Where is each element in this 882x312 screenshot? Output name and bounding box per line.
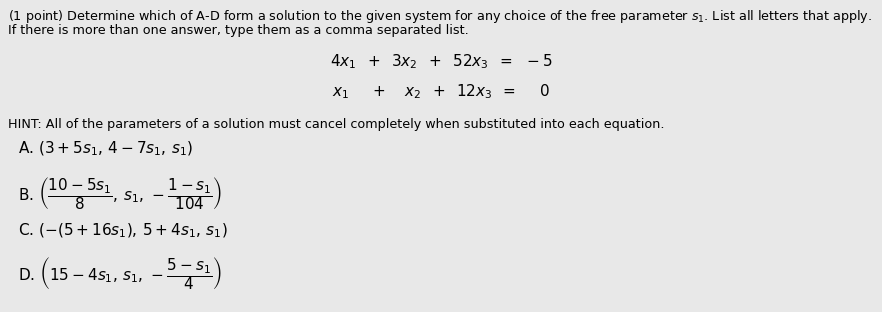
Text: (1 point) Determine which of A-D form a solution to the given system for any cho: (1 point) Determine which of A-D form a … [8,8,872,25]
Text: A. $(3 + 5s_1,\, 4 - 7s_1,\, s_1)$: A. $(3 + 5s_1,\, 4 - 7s_1,\, s_1)$ [18,140,193,158]
Text: $x_1 \;\;\;\;\; + \;\;\;\; x_2 \;\; + \;\; 12x_3 \;\; = \;\;\;\;\; 0$: $x_1 \;\;\;\;\; + \;\;\;\; x_2 \;\; + \;… [332,82,550,101]
Text: If there is more than one answer, type them as a comma separated list.: If there is more than one answer, type t… [8,24,468,37]
Text: $4x_1 \;\; + \;\; 3x_2 \;\; + \;\; 52x_3 \;\; = \;\; -5$: $4x_1 \;\; + \;\; 3x_2 \;\; + \;\; 52x_3… [330,52,552,71]
Text: HINT: All of the parameters of a solution must cancel completely when substitute: HINT: All of the parameters of a solutio… [8,118,664,131]
Text: B. $\left(\dfrac{10-5s_1}{8},\, s_1,\, -\dfrac{1-s_1}{104}\right)$: B. $\left(\dfrac{10-5s_1}{8},\, s_1,\, -… [18,175,222,212]
Text: D. $\left(15 - 4s_1,\, s_1,\, -\dfrac{5-s_1}{4}\right)$: D. $\left(15 - 4s_1,\, s_1,\, -\dfrac{5-… [18,255,221,292]
Text: C. $(-(5 + 16s_1),\, 5 + 4s_1,\, s_1)$: C. $(-(5 + 16s_1),\, 5 + 4s_1,\, s_1)$ [18,222,228,241]
